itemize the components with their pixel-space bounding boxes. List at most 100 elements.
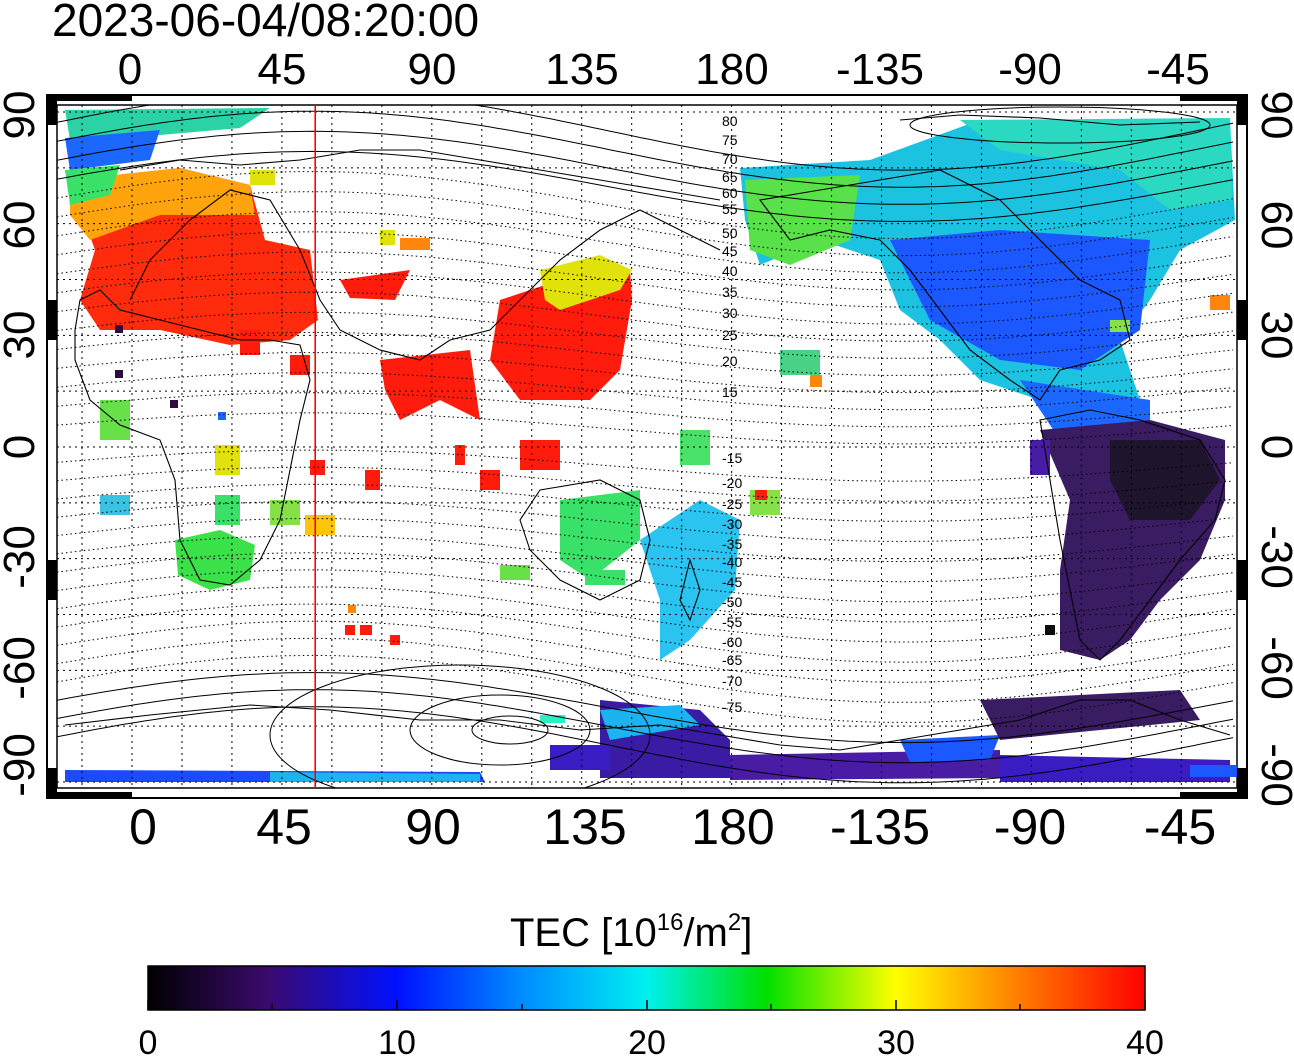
magnetic-latitude-contour [57,552,1234,603]
tec-cell [550,745,610,770]
tec-cell [1110,320,1130,332]
frame-bar [47,792,132,798]
map-outer-frame [46,94,1248,799]
tec-region-india [380,350,480,420]
frame-bar [1237,560,1247,600]
tec-cell [348,605,356,613]
magnetic-latitude-label: -70 [722,673,742,689]
frame-bar [47,300,57,340]
magnetic-latitude-contour [57,291,1234,342]
magnetic-latitude-label: 75 [722,132,738,148]
magnetic-latitude-label: -50 [722,594,742,610]
magnetic-latitude-contour [57,271,1234,325]
tec-cell [1045,625,1055,635]
lon-tick-top: 90 [408,45,457,94]
magnetic-latitude-contour [57,569,1234,623]
magnetic-pole-contour [909,106,1211,144]
magnetic-latitude-contour [57,211,1234,274]
magnetic-latitude-contour [57,311,1234,359]
tec-cell [540,715,565,723]
tec-cell [218,412,226,420]
magnetic-latitude-label: 35 [722,284,738,300]
tec-region-antarctic-strip-cyan [270,772,480,782]
magnetic-latitude-contour [57,392,1234,428]
tec-cell [345,625,355,635]
tec-region-central-asia [340,270,410,300]
magnetic-latitude-label: -25 [722,496,742,512]
timestamp-title: 2023-06-04/08:20:00 [52,0,479,46]
tec-cell [390,635,400,645]
lon-tick-bottom: 135 [543,799,626,855]
frame-bar [47,768,57,798]
magnetic-latitude-contour [57,706,1234,784]
tec-cell [480,470,500,490]
longitude-axis-bottom: 0 45 90 135 180 -135 -90 -45 [129,799,1216,855]
tec-cell [215,445,240,475]
tec-cell [100,495,130,515]
tec-cell [365,470,380,490]
coastline-new-zealand [679,558,701,622]
magnetic-latitude-contour [57,466,1234,502]
tec-region-antarctica-cyan [600,705,700,740]
tec-region-antarctica-west [1000,755,1230,782]
magnetic-latitude-contour [57,449,1234,482]
lat-tick-right: 90 [1252,91,1294,140]
lat-tick-right: -60 [1252,636,1294,700]
lon-tick-top: 135 [545,45,618,94]
lat-tick-left: -90 [0,733,44,797]
colorbar-title: TEC [1016/m2] [510,909,752,955]
magnetic-latitude-label: 45 [722,243,738,259]
tec-cell [380,230,395,245]
latitude-axis-right: 90 60 30 0 -30 -60 -90 [1252,91,1294,807]
tec-region-new-zealand [640,500,740,660]
frame-bar [1237,300,1247,340]
magnetic-pole-contour [471,715,549,745]
magnetic-latitude-label: -45 [722,574,742,590]
tec-region-antarctica-blue [900,735,1000,762]
colorbar-tick: 40 [1126,1024,1164,1057]
magnetic-latitude-contour [57,500,1234,542]
magnetic-latitude-label: -35 [722,536,742,552]
magnetic-latitude-contour [57,130,1234,205]
magnetic-latitude-label: 50 [722,225,738,241]
magnetic-latitude-label: 70 [722,151,738,167]
tec-cell [240,330,260,355]
lat-tick-right: 30 [1252,311,1294,360]
magnetic-pole-contour [409,694,591,766]
tec-cell [755,490,767,500]
tec-cell [810,375,822,387]
magnetic-latitude-contour [57,352,1234,394]
tec-cell [115,370,123,378]
coastline-greenland [899,114,1201,126]
tec-cell [115,325,123,333]
tec-cell [170,400,178,408]
latitude-axis-left: 90 60 30 0 -30 -60 -90 [0,91,44,797]
lon-tick-bottom: -135 [830,799,930,855]
coastline-australia [519,479,651,601]
tec-region-australia [560,490,640,580]
lon-tick-bottom: -90 [994,799,1066,855]
colorbar: TEC [1016/m2] 0 10 20 30 40 [139,909,1164,1057]
lon-tick-top: -45 [1146,45,1210,94]
magnetic-latitude-label: 80 [722,113,738,129]
lon-tick-bottom: 45 [256,799,312,855]
magnetic-latitude-label: -60 [722,634,742,650]
tec-region-east-asia [490,265,632,400]
tec-cell [305,515,335,535]
magnetic-latitude-contour [57,191,1234,257]
coastline-antarctica [64,699,1231,751]
tec-cell [520,440,560,470]
lon-tick-bottom: 0 [129,799,157,855]
map-area: 8075706560555045403530252015-15-20-25-30… [0,45,1294,855]
lon-tick-bottom: 180 [691,799,774,855]
lat-tick-right: 0 [1252,435,1294,459]
tec-region-south-africa [175,530,255,590]
tec-cell [215,495,240,525]
tec-cell [1190,765,1237,777]
magnetic-latitude-label: 20 [722,353,738,369]
magnetic-latitude-label: 55 [722,201,738,217]
tec-cell [310,460,325,475]
tec-region-arctic-canada [960,118,1232,210]
tec-region-europe-north [70,168,255,240]
magnetic-latitude-contour [57,689,1234,764]
